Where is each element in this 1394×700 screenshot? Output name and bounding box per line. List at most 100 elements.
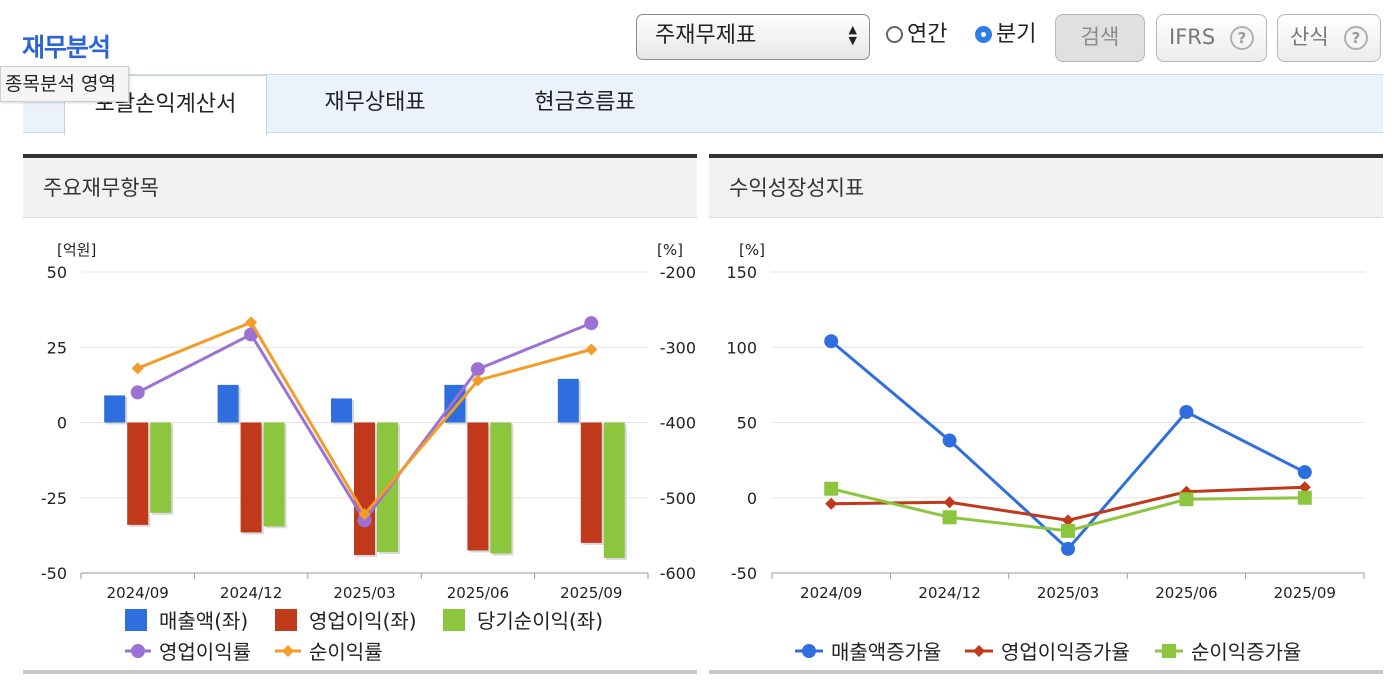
bar-operating-income [580,422,602,543]
legend-net-income-label: 당기순이익(좌) [477,609,603,633]
operating-income-growth-point [825,497,838,510]
net-margin-point [358,508,371,521]
revenue-growth-point [942,433,957,448]
y-tick-label: 0 [57,414,67,433]
x-tick-label: 2025/03 [1037,584,1099,602]
operating-income-growth-point [1062,514,1074,527]
radio-annual-circle-icon [886,26,903,43]
legend-net-income-growth-label: 순이익증가율 [1191,640,1301,664]
bar-operating-income [240,422,262,533]
bar-net-income [150,422,172,513]
radio-annual-label: 연간 [907,22,948,47]
y2-tick-label: -600 [660,564,696,583]
x-tick-label: 2025/09 [1274,584,1336,602]
y-axis-unit: [%] [739,241,765,259]
y-tick-label: -25 [41,489,67,508]
x-tick-label: 2025/06 [1155,584,1217,602]
operating-income-growth-point [1298,481,1311,494]
select-arrows-icon: ▲ ▼ [848,23,857,47]
bar-operating-income [467,422,489,551]
net-margin-point [131,362,144,375]
legend-revenue-growth-label: 매출액증가율 [831,640,941,664]
x-tick-label: 2025/09 [560,584,622,602]
legend-net-income-swatch [443,609,465,631]
left-axis-unit: [억원] [57,241,96,259]
legend-net-margin-label: 순이익률 [309,640,383,664]
y-tick-label: 50 [47,263,67,282]
net-income-growth-point [1297,490,1312,505]
net-margin-point [245,316,258,329]
statement-type-select[interactable]: 주재무제표 ▲ ▼ [636,14,870,60]
net-income-growth-point [942,510,957,525]
radio-quarter-circle-icon [975,26,992,43]
legend-revenue-swatch [125,609,147,631]
y2-tick-label: -200 [660,263,696,282]
revenue-growth-point [1061,541,1075,556]
x-tick-label: 2024/12 [220,584,282,602]
statement-type-value: 주재무제표 [655,23,757,48]
radio-annual[interactable]: 연간 [886,18,947,52]
bar-operating-income [354,422,375,555]
legend-operating-income-growth-marker [973,645,985,657]
operating-margin-point [470,362,485,377]
y-tick-label: 50 [737,414,757,433]
bar-revenue [557,378,579,423]
revenue-growth-point [824,334,839,349]
revenue-growth-point [1297,465,1312,480]
net-income-growth-point [1179,492,1194,507]
left-panel-bottom-border [23,670,697,674]
legend-operating-margin-marker [131,644,145,658]
x-tick-label: 2024/09 [800,584,862,602]
legend-operating-income-growth-label: 영업이익증가율 [1001,640,1130,664]
tab-cash-flow[interactable]: 현금흐름표 [534,90,636,115]
bar-revenue [217,384,239,423]
net-income-growth-point [824,481,839,496]
formula-button[interactable]: 산식 ? [1277,14,1381,62]
y2-tick-label: -500 [660,489,696,508]
tooltip: 종목분석 영역 [0,66,129,102]
net-margin-point [585,343,598,356]
formula-help-icon: ? [1344,26,1368,50]
ifrs-help-icon: ? [1230,26,1254,50]
x-tick-label: 2024/09 [107,584,169,602]
right-panel-top-border [709,154,1383,158]
financial-items-chart: [억원] [%] 50 25 0 -25 -50 -200 -300 -400 -500 -600 20… [41,241,696,664]
legend-operating-margin-label: 영업이익률 [159,640,251,664]
bar-operating-income [127,422,149,525]
bar-revenue [104,395,126,423]
right-panel-title: 수익성장성지표 [709,158,1383,218]
formula-button-label: 산식 [1290,25,1329,49]
y-tick-label: 0 [747,489,757,508]
operating-margin-point [357,513,372,528]
tab-balance-sheet[interactable]: 재무상태표 [324,90,426,115]
legend-operating-income-swatch [275,609,297,631]
y-tick-label: -50 [731,564,757,583]
y2-tick-label: -400 [660,414,696,433]
revenue-growth-point [1179,404,1194,419]
bar-net-income [603,422,625,558]
operating-margin-point [130,385,145,400]
y-tick-label: 100 [726,338,757,357]
y-tick-label: 150 [726,263,757,282]
bar-revenue [331,398,352,423]
radio-quarter[interactable]: 분기 [975,18,1036,52]
net-income-growth-point [1061,523,1075,538]
y2-tick-label: -300 [660,338,696,357]
right-panel-bottom-border [709,670,1383,674]
left-panel-top-border [23,154,697,158]
bar-net-income [263,422,285,527]
legend-revenue-growth-marker [802,644,816,658]
operating-margin-point [584,316,599,331]
left-panel-title: 주요재무항목 [23,158,697,218]
radio-quarter-label: 분기 [996,22,1037,47]
legend-net-income-growth-marker [1162,644,1176,658]
ifrs-button-label: IFRS [1169,25,1216,49]
net-margin-point [471,374,484,387]
legend-operating-income-label: 영업이익(좌) [309,609,417,633]
y-tick-label: -50 [41,564,67,583]
bar-net-income [490,422,512,554]
ifrs-button[interactable]: IFRS ? [1156,14,1267,62]
search-button[interactable]: 검색 [1055,14,1145,62]
growth-indicators-chart: [%] 150 100 50 0 -50 2024/09 2024/12 2025/03 2025… [726,241,1365,664]
legend-net-margin-marker [282,645,294,657]
